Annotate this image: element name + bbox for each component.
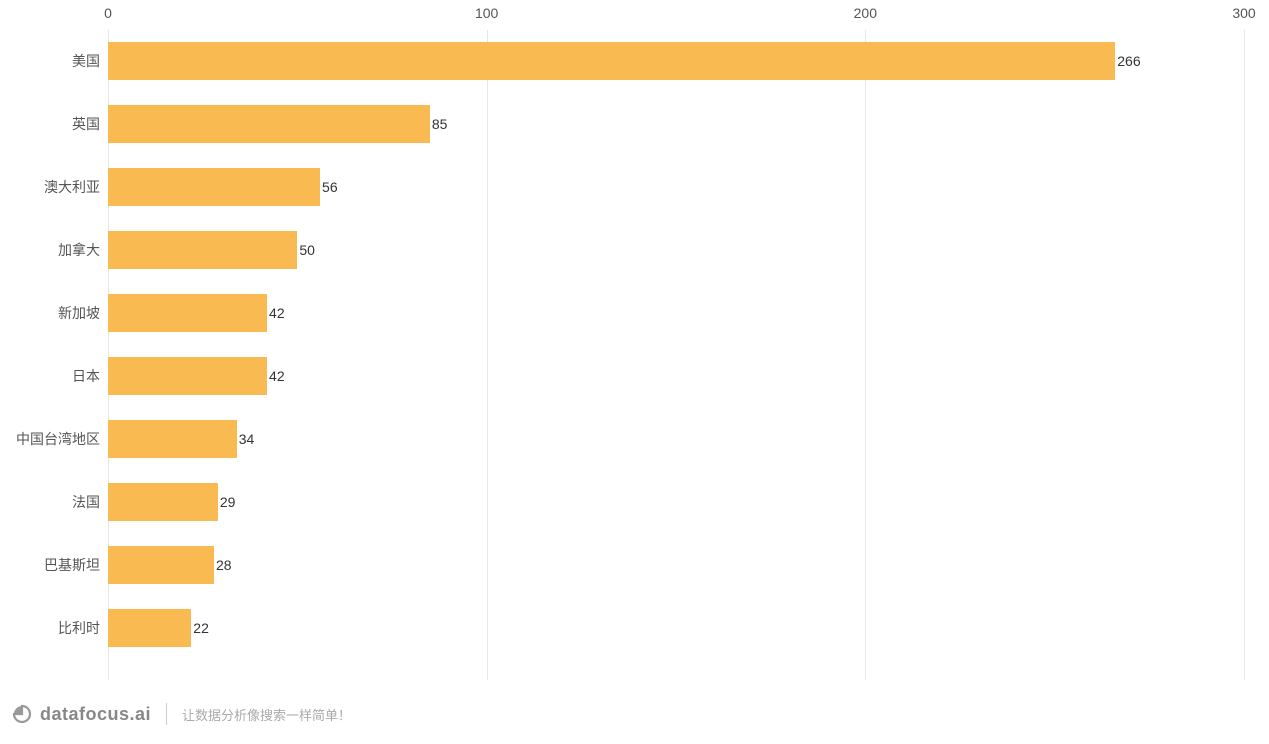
bar-category-label: 法国 <box>0 492 100 512</box>
bars-group: 美国 266 英国 85 澳大利亚 56 加拿大 50 新加坡 42 日本 42 中国台湾地区 34 法国 2… <box>0 30 1244 680</box>
bar-rect <box>108 483 218 521</box>
bar-rect <box>108 168 320 206</box>
bar-category-label: 新加坡 <box>0 303 100 323</box>
bar-row: 比利时 22 <box>0 609 1244 647</box>
bar-value-label: 22 <box>193 620 209 636</box>
bar-row: 英国 85 <box>0 105 1244 143</box>
bar-category-label: 澳大利亚 <box>0 177 100 197</box>
bar-rect <box>108 420 237 458</box>
bar-value-label: 266 <box>1117 53 1140 69</box>
bar-rect <box>108 42 1115 80</box>
bar-category-label: 美国 <box>0 51 100 71</box>
bar-row: 中国台湾地区 34 <box>0 420 1244 458</box>
bar-row: 美国 266 <box>0 42 1244 80</box>
bar-category-label: 加拿大 <box>0 240 100 260</box>
x-axis-tick: 200 <box>854 5 877 21</box>
gridline <box>1244 30 1245 680</box>
bar-rect <box>108 357 267 395</box>
footer-divider <box>166 703 167 725</box>
bar-value-label: 34 <box>239 431 255 447</box>
chart-container: 0 100 200 300 美国 266 英国 85 澳大利亚 56 加拿大 50 新加坡 42 日本 42… <box>0 0 1269 690</box>
bar-value-label: 50 <box>299 242 315 258</box>
bar-value-label: 56 <box>322 179 338 195</box>
bar-category-label: 日本 <box>0 366 100 386</box>
bar-rect <box>108 294 267 332</box>
bar-value-label: 42 <box>269 305 285 321</box>
logo-icon <box>10 702 34 726</box>
bar-value-label: 29 <box>220 494 236 510</box>
bar-row: 新加坡 42 <box>0 294 1244 332</box>
bar-rect <box>108 609 191 647</box>
bar-row: 日本 42 <box>0 357 1244 395</box>
x-axis: 0100200300 <box>108 0 1244 30</box>
bar-value-label: 85 <box>432 116 448 132</box>
bar-row: 澳大利亚 56 <box>0 168 1244 206</box>
bar-rect <box>108 105 430 143</box>
bar-row: 巴基斯坦 28 <box>0 546 1244 584</box>
bar-row: 加拿大 50 <box>0 231 1244 269</box>
bar-category-label: 中国台湾地区 <box>0 429 100 449</box>
bar-rect <box>108 231 297 269</box>
x-axis-tick: 100 <box>475 5 498 21</box>
bar-category-label: 英国 <box>0 114 100 134</box>
bar-row: 法国 29 <box>0 483 1244 521</box>
bar-category-label: 巴基斯坦 <box>0 555 100 575</box>
bar-value-label: 42 <box>269 368 285 384</box>
footer: datafocus.ai 让数据分析像搜索一样简单！ <box>10 702 351 726</box>
brand-text: datafocus.ai <box>40 704 151 725</box>
bar-value-label: 28 <box>216 557 232 573</box>
x-axis-tick: 0 <box>104 5 112 21</box>
x-axis-tick: 300 <box>1232 5 1255 21</box>
bar-category-label: 比利时 <box>0 618 100 638</box>
bar-rect <box>108 546 214 584</box>
tagline-text: 让数据分析像搜索一样简单！ <box>182 705 351 724</box>
